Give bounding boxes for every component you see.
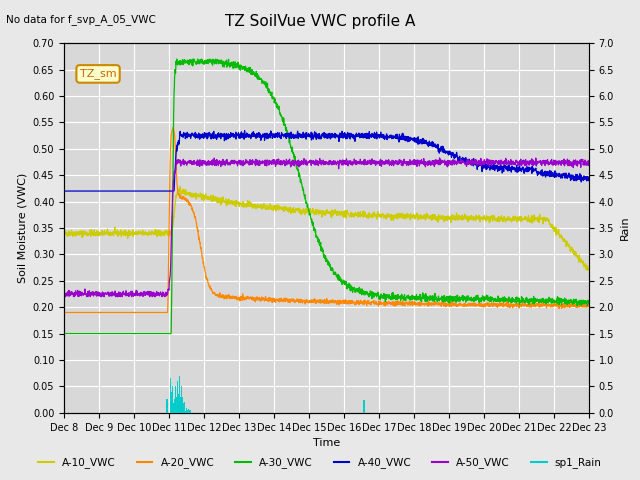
Bar [364, 399, 365, 413]
Bar [175, 386, 176, 413]
Bar [190, 411, 191, 413]
Bar [174, 403, 175, 413]
Bar [179, 380, 180, 413]
Bar [178, 394, 179, 413]
Bar [181, 389, 182, 413]
Bar [186, 408, 187, 413]
Bar [172, 389, 173, 413]
Bar [184, 404, 185, 413]
Bar [363, 399, 364, 413]
Bar [182, 403, 183, 413]
Bar [181, 397, 182, 413]
Bar [174, 399, 175, 413]
Bar [170, 378, 171, 413]
Text: No data for f_svp_A_05_VWC: No data for f_svp_A_05_VWC [6, 14, 156, 25]
Bar [170, 392, 171, 413]
Bar [177, 394, 178, 413]
Bar [170, 383, 171, 413]
Bar [176, 389, 177, 413]
Y-axis label: Soil Moisture (VWC): Soil Moisture (VWC) [17, 173, 27, 283]
Bar [178, 385, 179, 413]
Bar [188, 410, 189, 413]
Bar [180, 386, 182, 413]
Bar [184, 402, 185, 413]
Bar [187, 411, 188, 413]
Bar [177, 385, 178, 413]
Bar [173, 403, 174, 413]
Text: TZ SoilVue VWC profile A: TZ SoilVue VWC profile A [225, 14, 415, 29]
Bar [180, 397, 181, 413]
Legend: A-10_VWC, A-20_VWC, A-30_VWC, A-40_VWC, A-50_VWC, sp1_Rain: A-10_VWC, A-20_VWC, A-30_VWC, A-40_VWC, … [34, 453, 606, 472]
Bar [189, 410, 190, 413]
Bar [190, 410, 191, 413]
Bar [166, 397, 168, 413]
Bar [167, 399, 168, 413]
Bar [167, 403, 168, 413]
Bar [187, 409, 188, 413]
Text: TZ_sm: TZ_sm [80, 69, 116, 79]
Bar [188, 408, 189, 413]
Bar [185, 407, 186, 413]
Bar [177, 381, 178, 413]
Bar [176, 397, 177, 413]
Bar [182, 399, 183, 413]
Bar [171, 383, 172, 413]
Bar [173, 399, 174, 413]
X-axis label: Time: Time [313, 438, 340, 448]
Bar [183, 399, 184, 413]
Bar [182, 397, 183, 413]
Bar [173, 397, 175, 413]
Bar [179, 376, 180, 413]
Bar [189, 411, 190, 413]
Bar [180, 389, 181, 413]
Bar [188, 409, 189, 413]
Y-axis label: Rain: Rain [620, 216, 630, 240]
Bar [166, 403, 167, 413]
Bar [175, 389, 176, 413]
Bar [363, 399, 364, 413]
Bar [175, 397, 176, 413]
Bar [179, 380, 180, 413]
Bar [172, 386, 173, 413]
Bar [189, 410, 190, 413]
Bar [186, 408, 187, 413]
Bar [166, 399, 167, 413]
Bar [186, 408, 187, 413]
Bar [172, 389, 173, 413]
Bar [171, 392, 172, 413]
Bar [184, 404, 185, 413]
Bar [183, 403, 184, 413]
